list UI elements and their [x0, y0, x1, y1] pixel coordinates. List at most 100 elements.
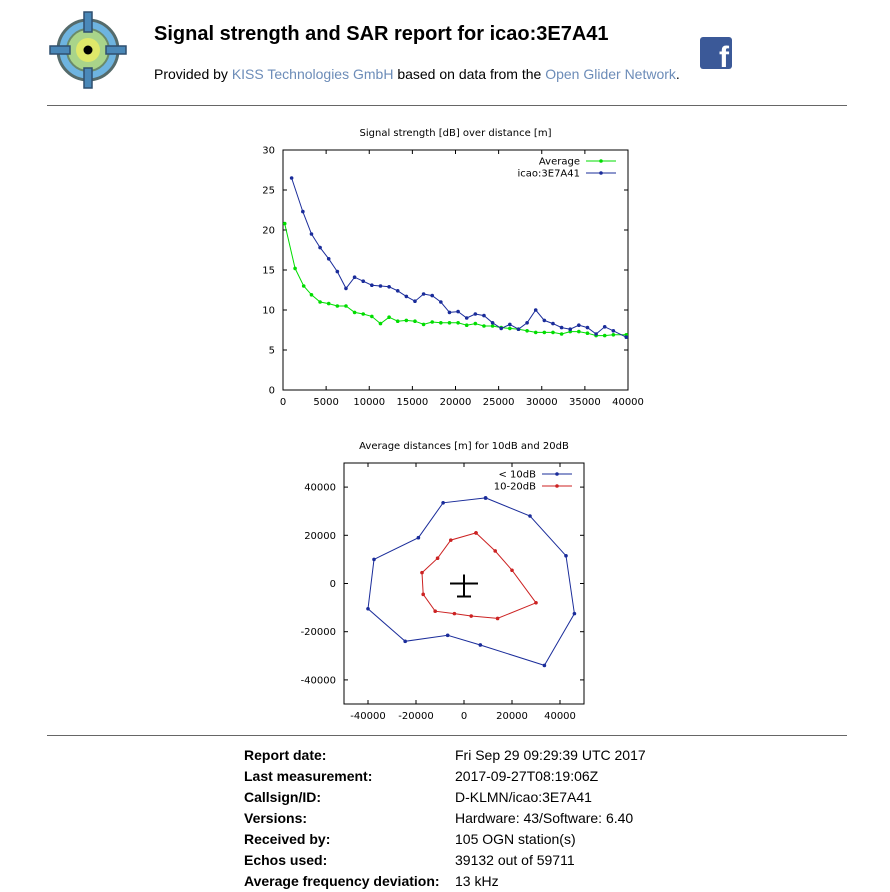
data-point — [624, 335, 628, 339]
data-point — [533, 330, 538, 335]
x-tick-label: 40000 — [612, 397, 644, 408]
data-point — [559, 332, 564, 336]
crosshair-target-icon — [49, 11, 127, 89]
data-point — [464, 316, 469, 320]
legend-label: icao:3E7A41 — [518, 169, 581, 180]
info-row: Received by: 105 OGN station(s) — [244, 829, 744, 850]
data-point — [309, 293, 314, 297]
data-point — [572, 611, 577, 616]
data-point — [464, 323, 469, 328]
data-point — [378, 284, 383, 288]
data-point — [361, 312, 366, 316]
data-point — [387, 315, 391, 320]
data-point — [534, 600, 538, 605]
info-value: 105 OGN station(s) — [455, 831, 576, 847]
kiss-technologies-link[interactable]: KISS Technologies GmbH — [231, 66, 394, 82]
data-point — [452, 611, 457, 616]
data-point — [430, 320, 435, 324]
x-tick-label: 20000 — [440, 397, 472, 408]
data-point — [395, 289, 400, 293]
data-point — [430, 293, 435, 298]
x-tick-label: -40000 — [350, 711, 385, 722]
charts-canvas: Signal strength [dB] over distance [m] 0 5… — [262, 128, 644, 722]
data-point — [301, 284, 306, 288]
divider-bottom — [47, 735, 847, 736]
data-point — [602, 333, 607, 338]
y-tick-label: 5 — [269, 346, 275, 357]
data-point — [482, 324, 486, 328]
data-point — [602, 325, 607, 329]
data-point — [551, 330, 555, 335]
data-point — [551, 321, 555, 326]
data-point — [370, 283, 374, 288]
data-point — [335, 269, 340, 274]
report-info-table: Report date: Fri Sep 29 09:29:39 UTC 2017… — [244, 745, 744, 892]
data-point — [318, 300, 322, 304]
x-tick-label: 30000 — [526, 397, 558, 408]
data-point — [283, 221, 287, 226]
y-tick-label: 0 — [330, 579, 336, 590]
data-point — [344, 304, 348, 308]
data-point — [508, 326, 512, 331]
legend-swatch-point — [555, 484, 559, 488]
x-tick-label: 35000 — [569, 397, 601, 408]
legend-swatch-point — [555, 472, 559, 476]
data-point — [449, 538, 453, 542]
y-tick-label: 40000 — [304, 483, 336, 494]
x-tick-label: 10000 — [353, 397, 385, 408]
facebook-icon[interactable]: f — [700, 37, 732, 69]
data-point — [395, 319, 400, 324]
info-row: Echos used: 39132 out of 59711 — [244, 850, 744, 871]
data-point — [495, 616, 500, 621]
info-value: D-KLMN/icao:3E7A41 — [455, 789, 592, 805]
data-point — [435, 556, 440, 560]
info-value: 2017-09-27T08:19:06Z — [455, 768, 599, 784]
data-point — [421, 592, 426, 597]
data-point — [372, 557, 376, 562]
provided-by-suffix: . — [675, 66, 680, 82]
data-point — [370, 314, 374, 319]
info-row: Last measurement: 2017-09-27T08:19:06Z — [244, 766, 744, 787]
data-point — [416, 535, 421, 540]
data-point — [361, 279, 366, 284]
legend-label: < 10dB — [499, 470, 537, 481]
chart-title: Signal strength [dB] over distance [m] — [360, 128, 552, 139]
page-title: Signal strength and SAR report for icao:… — [154, 23, 609, 45]
data-point — [483, 496, 488, 500]
data-point — [289, 176, 294, 180]
x-tick-label: 0 — [461, 711, 467, 722]
info-value: Fri Sep 29 09:29:39 UTC 2017 — [455, 747, 646, 763]
info-row: Callsign/ID: D-KLMN/icao:3E7A41 — [244, 787, 744, 808]
info-label: Last measurement: — [244, 768, 373, 784]
data-point — [525, 321, 529, 325]
data-point — [490, 321, 495, 325]
y-tick-label: 20000 — [304, 531, 336, 542]
open-glider-network-link[interactable]: Open Glider Network — [545, 66, 676, 82]
data-point — [420, 570, 424, 575]
data-point — [378, 321, 383, 326]
plot-area — [283, 176, 628, 339]
data-point — [421, 322, 426, 327]
legend-label: Average — [539, 157, 580, 168]
plot-area — [366, 496, 577, 668]
data-point — [611, 333, 616, 337]
info-value: 39132 out of 59711 — [455, 852, 575, 868]
data-point — [478, 643, 483, 647]
data-point — [301, 209, 305, 214]
y-tick-label: 15 — [262, 266, 275, 277]
data-point — [326, 301, 331, 306]
y-tick-label: 10 — [262, 306, 275, 317]
data-point — [490, 324, 495, 328]
data-point — [366, 607, 370, 611]
data-point — [309, 232, 314, 236]
x-tick-label: 0 — [280, 397, 286, 408]
data-point — [499, 326, 504, 331]
info-label: Received by: — [244, 831, 331, 847]
x-tick-label: 15000 — [396, 397, 428, 408]
data-point — [525, 329, 529, 333]
data-point — [473, 312, 478, 316]
data-point — [404, 318, 409, 323]
y-tick-label: -40000 — [301, 675, 336, 686]
provided-by-prefix: Provided by — [154, 66, 232, 82]
divider-top — [47, 105, 847, 106]
